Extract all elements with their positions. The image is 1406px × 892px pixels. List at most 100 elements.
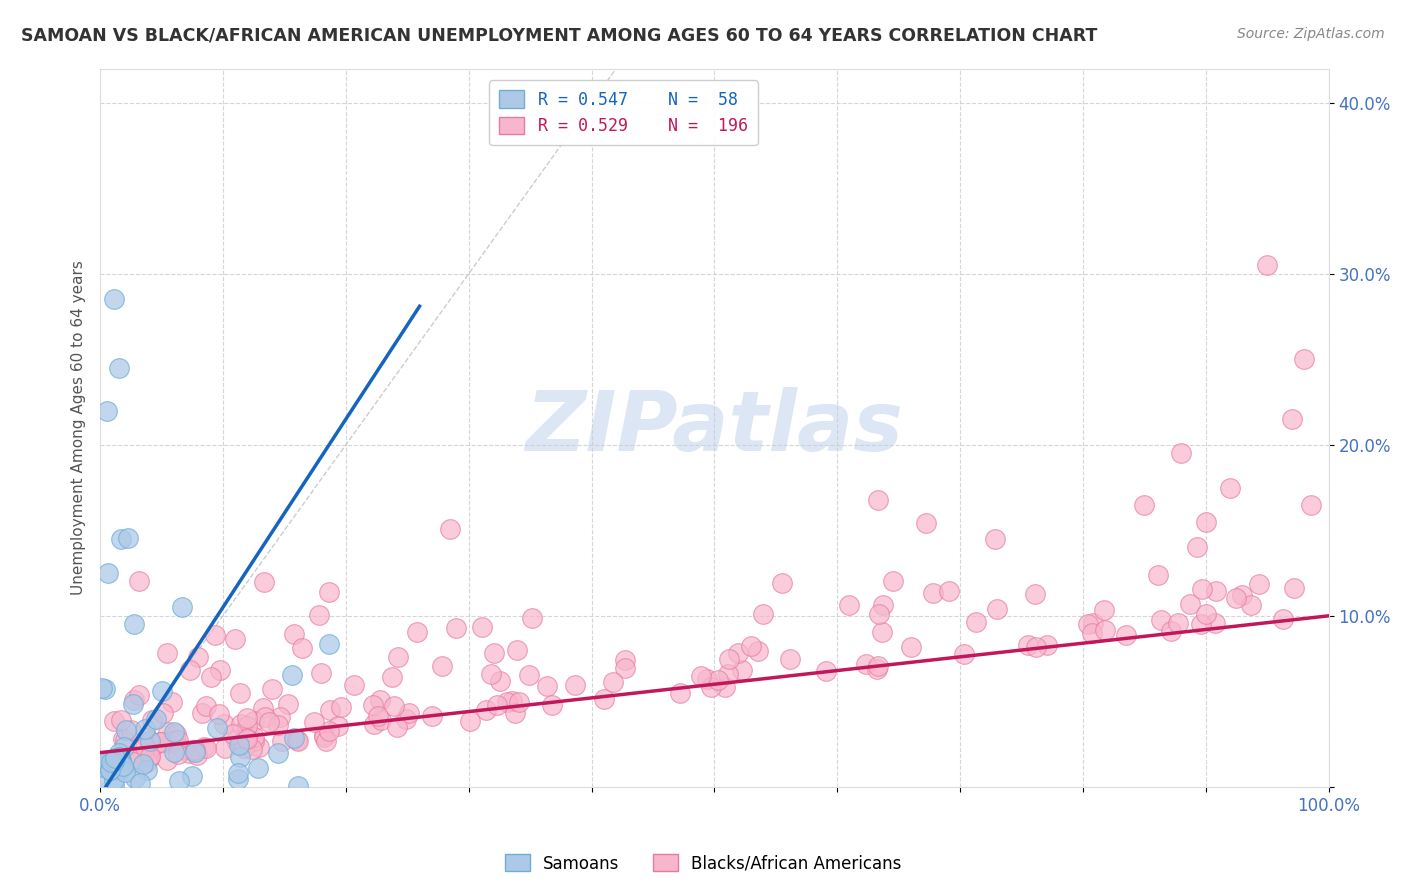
Point — [866, 658, 889, 673]
Point — [882, 574, 904, 588]
Point — [103, 754, 125, 768]
Point — [136, 731, 159, 745]
Point — [727, 646, 749, 660]
Point — [1282, 581, 1305, 595]
Point — [172, 742, 194, 756]
Point — [235, 719, 257, 733]
Point — [900, 640, 922, 655]
Legend: R = 0.547    N =  58, R = 0.529    N =  196: R = 0.547 N = 58, R = 0.529 N = 196 — [489, 80, 758, 145]
Point — [247, 739, 270, 754]
Point — [135, 763, 157, 777]
Point — [915, 516, 938, 530]
Point — [117, 532, 139, 546]
Point — [236, 732, 259, 747]
Point — [108, 762, 131, 776]
Point — [1301, 498, 1323, 512]
Point — [706, 673, 728, 687]
Point — [156, 725, 179, 739]
Point — [308, 607, 330, 622]
Point — [718, 652, 741, 666]
Point — [1185, 540, 1208, 554]
Point — [406, 624, 429, 639]
Point — [208, 663, 231, 677]
Point — [181, 743, 204, 757]
Point — [254, 709, 277, 723]
Point — [444, 621, 467, 635]
Point — [1146, 567, 1168, 582]
Point — [100, 756, 122, 771]
Point — [149, 735, 172, 749]
Point — [243, 734, 266, 748]
Point — [309, 666, 332, 681]
Point — [752, 607, 775, 621]
Point — [107, 752, 129, 766]
Point — [277, 697, 299, 711]
Point — [503, 706, 526, 720]
Point — [866, 663, 889, 677]
Point — [669, 686, 692, 700]
Point — [98, 763, 121, 777]
Point — [770, 576, 793, 591]
Point — [195, 699, 218, 714]
Text: SAMOAN VS BLACK/AFRICAN AMERICAN UNEMPLOYMENT AMONG AGES 60 TO 64 YEARS CORRELAT: SAMOAN VS BLACK/AFRICAN AMERICAN UNEMPLO… — [21, 27, 1098, 45]
Point — [163, 745, 186, 759]
Point — [986, 602, 1008, 616]
Point — [114, 765, 136, 780]
Point — [291, 640, 314, 655]
Point — [187, 650, 209, 665]
Point — [260, 682, 283, 697]
Point — [165, 727, 187, 741]
Point — [517, 667, 540, 681]
Point — [1167, 616, 1189, 631]
Point — [228, 686, 250, 700]
Point — [128, 688, 150, 702]
Point — [236, 711, 259, 725]
Point — [212, 717, 235, 731]
Point — [870, 624, 893, 639]
Point — [235, 731, 257, 745]
Point — [231, 716, 253, 731]
Point — [208, 706, 231, 721]
Point — [1189, 616, 1212, 631]
Point — [690, 669, 713, 683]
Point — [156, 646, 179, 660]
Point — [1036, 638, 1059, 652]
Point — [165, 731, 187, 746]
Point — [1232, 588, 1254, 602]
Point — [855, 657, 877, 671]
Point — [127, 750, 149, 764]
Point — [124, 772, 146, 786]
Point — [195, 740, 218, 755]
Point — [471, 620, 494, 634]
Point — [149, 735, 172, 749]
Point — [488, 674, 510, 689]
Point — [1271, 612, 1294, 626]
Point — [1281, 412, 1303, 426]
Point — [287, 779, 309, 793]
Point — [257, 714, 280, 729]
Point — [696, 673, 718, 687]
Point — [938, 583, 960, 598]
Point — [253, 574, 276, 589]
Point — [422, 708, 444, 723]
Point — [122, 698, 145, 712]
Point — [181, 769, 204, 783]
Point — [111, 732, 134, 747]
Y-axis label: Unemployment Among Ages 60 to 64 years: Unemployment Among Ages 60 to 64 years — [72, 260, 86, 595]
Point — [134, 723, 156, 737]
Point — [815, 664, 838, 678]
Point — [731, 663, 754, 677]
Point — [128, 574, 150, 588]
Point — [1225, 591, 1247, 605]
Point — [120, 723, 142, 737]
Point — [139, 734, 162, 748]
Point — [1092, 603, 1115, 617]
Point — [186, 747, 208, 762]
Point — [93, 681, 115, 696]
Point — [1133, 498, 1156, 512]
Point — [96, 403, 118, 417]
Point — [505, 643, 527, 657]
Point — [110, 532, 132, 546]
Point — [108, 360, 131, 375]
Point — [167, 773, 190, 788]
